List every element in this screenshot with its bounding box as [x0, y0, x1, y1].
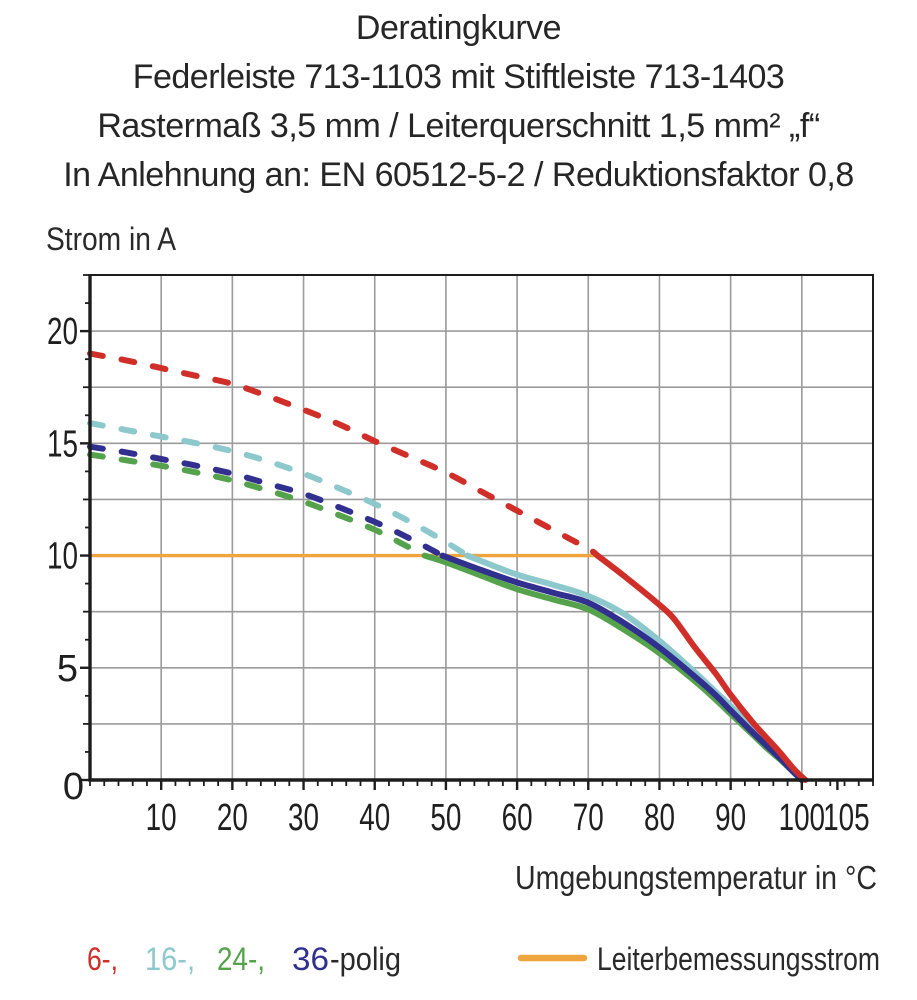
curve-solid-6-polig: [594, 552, 809, 783]
y-tick-label-5: 5: [57, 648, 78, 690]
x-tick-label-10: 10: [146, 797, 177, 839]
curve-dashed-24-polig: [87, 451, 428, 559]
gridlines: [90, 275, 873, 780]
title-line-1: Deratingkurve: [355, 9, 562, 47]
legend-item-6polig: 6-,: [87, 941, 118, 977]
legend: 6-, 16-, 24-, 36 -polig Leiterbemessungs…: [87, 941, 880, 977]
x-tick-label-30: 30: [288, 797, 319, 839]
x-tick-label-70: 70: [573, 797, 604, 839]
x-tick-label-80: 80: [644, 797, 675, 839]
y-tick-label-20: 20: [47, 311, 78, 353]
x-tick-label-105: 105: [823, 797, 870, 839]
curve-dashed-6-polig: [87, 350, 601, 559]
x-tick-label-40: 40: [359, 797, 390, 839]
axis-ticks: [80, 274, 874, 790]
y-tick-label-10: 10: [47, 536, 78, 578]
curve-dashed-36-polig: [87, 443, 446, 559]
x-tick-label-100: 100: [779, 797, 826, 839]
x-axis-title: Umgebungstemperatur in °C: [515, 859, 877, 896]
curve-solid-36-polig: [439, 552, 805, 783]
legend-reference-label: Leiterbemessungsstrom: [597, 941, 880, 977]
x-tick-label-60: 60: [502, 797, 533, 839]
origin-tick-label-0: 0: [63, 766, 84, 808]
legend-suffix-polig: -polig: [330, 941, 401, 977]
axis-left-bottom: [88, 274, 874, 782]
title-block: Deratingkurve Federleiste 713-1103 mit S…: [0, 4, 917, 200]
x-tick-label-50: 50: [430, 797, 461, 839]
series-curves: [87, 350, 809, 783]
y-tick-label-15: 15: [47, 423, 78, 465]
plot-frame: [88, 274, 874, 782]
title-line-3: Rastermaß 3,5 mm / Leiterquerschnitt 1,5…: [97, 107, 820, 145]
legend-item-36polig: 36: [292, 941, 329, 977]
frame-top-right: [90, 274, 874, 780]
x-tick-label-20: 20: [217, 797, 248, 839]
x-tick-label-90: 90: [715, 797, 746, 839]
curve-dashed-16-polig: [87, 420, 471, 559]
legend-item-24polig: 24-,: [217, 941, 265, 977]
legend-item-16polig: 16-,: [145, 941, 195, 977]
title-line-4: In Anlehnung an: EN 60512-5-2 / Reduktio…: [63, 156, 854, 194]
y-axis-title: Strom in A: [46, 221, 177, 257]
title-line-2: Federleiste 713-1103 mit Stiftleiste 713…: [132, 58, 785, 96]
